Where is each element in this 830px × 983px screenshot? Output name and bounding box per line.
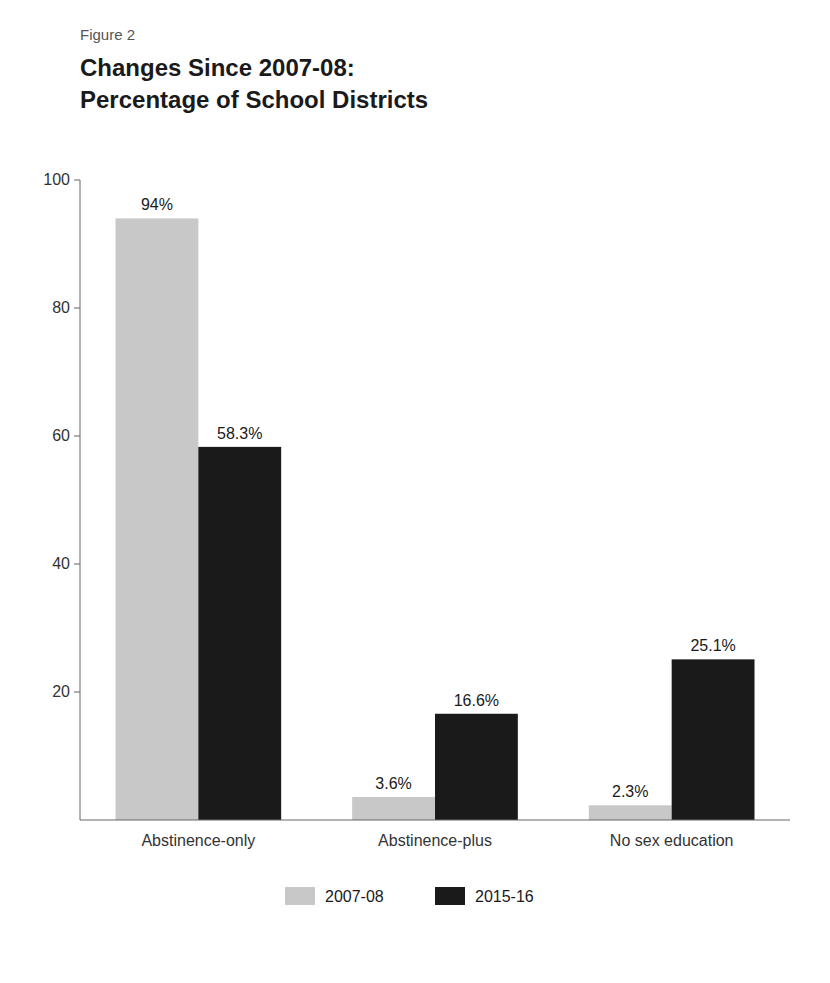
legend-swatch — [435, 887, 465, 905]
x-tick-label: Abstinence-plus — [378, 832, 492, 849]
bar — [352, 797, 435, 820]
data-label: 94% — [141, 196, 173, 213]
y-tick-label: 80 — [52, 299, 70, 316]
y-tick — [74, 180, 80, 181]
y-tick — [74, 436, 80, 437]
subtitle: Percentage of School Districts — [80, 86, 428, 113]
data-label: 25.1% — [690, 637, 735, 654]
bar — [672, 659, 755, 820]
x-tick-label: No sex education — [610, 832, 734, 849]
x-axis-line — [80, 820, 790, 821]
legend: 2007-08 2015-16 — [285, 887, 534, 905]
bar — [435, 714, 518, 820]
title: Changes Since 2007-08: — [80, 54, 355, 81]
bar — [116, 218, 199, 820]
legend-label: 2015-16 — [475, 888, 534, 905]
y-tick-label: 100 — [43, 171, 70, 188]
data-label: 2.3% — [612, 783, 648, 800]
y-tick-label: 20 — [52, 683, 70, 700]
bar — [198, 447, 281, 820]
y-tick-label: 60 — [52, 427, 70, 444]
y-axis-line — [80, 180, 81, 820]
y-tick — [74, 564, 80, 565]
bars — [116, 218, 755, 820]
figure-label: Figure 2 — [80, 26, 135, 43]
chart: Figure 2 Changes Since 2007-08: Percentage… — [0, 0, 830, 983]
y-tick — [74, 308, 80, 309]
x-tick-label: Abstinence-only — [141, 832, 255, 849]
data-label: 58.3% — [217, 425, 262, 442]
data-label: 16.6% — [454, 692, 499, 709]
data-label: 3.6% — [375, 775, 411, 792]
bar — [589, 805, 672, 820]
y-tick-label: 40 — [52, 555, 70, 572]
legend-swatch — [285, 887, 315, 905]
y-tick — [74, 692, 80, 693]
chart-container: Figure 2 Changes Since 2007-08: Percentage… — [0, 0, 830, 983]
legend-label: 2007-08 — [325, 888, 384, 905]
